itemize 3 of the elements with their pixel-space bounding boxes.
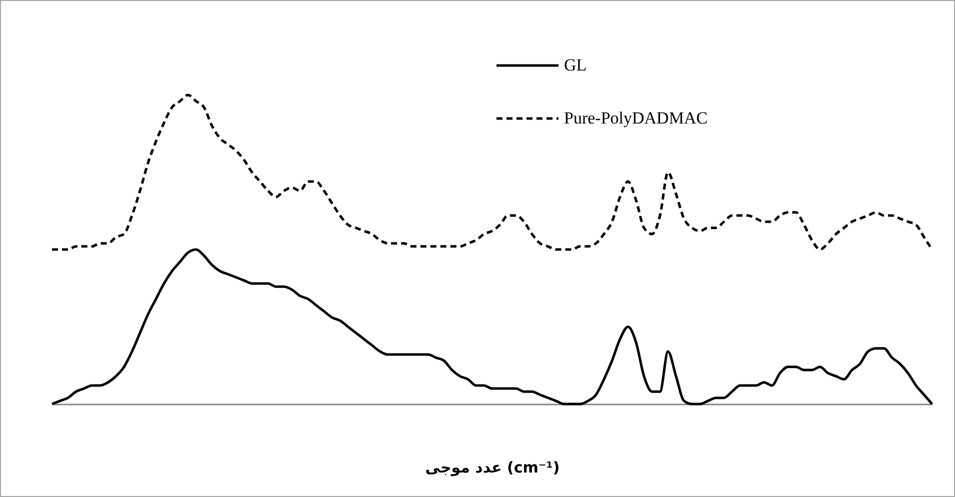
x-axis-title: عدد موجی (cm⁻¹) <box>425 458 560 476</box>
legend-label: GL <box>564 56 587 74</box>
legend-label: Pure-PolyDADMAC <box>564 108 708 128</box>
